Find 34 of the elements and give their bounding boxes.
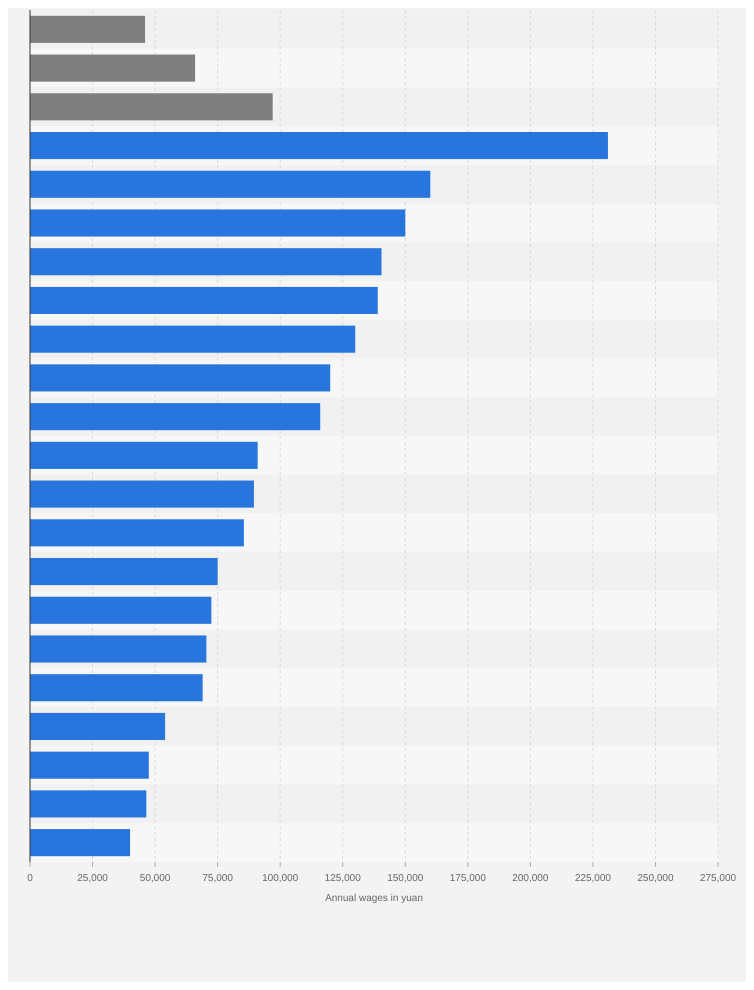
bar bbox=[30, 519, 244, 546]
bar bbox=[30, 635, 206, 663]
bar bbox=[30, 712, 166, 740]
x-tick-label: 75,000 bbox=[202, 873, 234, 884]
bar bbox=[30, 829, 130, 856]
bar bbox=[30, 16, 146, 43]
x-tick-label: 25,000 bbox=[77, 873, 108, 884]
bar bbox=[30, 286, 378, 314]
x-tick-label: 250,000 bbox=[637, 873, 674, 884]
bar bbox=[30, 790, 146, 818]
bar bbox=[30, 403, 320, 430]
bar bbox=[30, 54, 196, 82]
bar bbox=[30, 674, 203, 702]
bar bbox=[30, 480, 254, 508]
bar bbox=[30, 442, 258, 469]
x-axis-title: Annual wages in yuan bbox=[325, 893, 423, 904]
x-tick-label: 50,000 bbox=[140, 873, 171, 884]
x-tick-label: 100,000 bbox=[262, 873, 299, 884]
x-tick-label: 175,000 bbox=[450, 873, 486, 884]
bar bbox=[30, 209, 406, 237]
bar bbox=[30, 326, 356, 353]
bar bbox=[30, 752, 149, 779]
x-tick-label: 125,000 bbox=[324, 873, 362, 884]
bar bbox=[30, 170, 430, 198]
bar bbox=[30, 596, 212, 624]
x-tick-label: 150,000 bbox=[387, 873, 424, 884]
x-tick-label: 225,000 bbox=[574, 873, 612, 884]
x-tick-label: 0 bbox=[27, 873, 34, 884]
x-tick-label: 275,000 bbox=[700, 873, 737, 884]
bar bbox=[30, 248, 382, 276]
x-tick-label: 200,000 bbox=[512, 873, 549, 884]
bar bbox=[30, 364, 330, 392]
bar bbox=[30, 93, 273, 120]
bar bbox=[30, 558, 218, 586]
